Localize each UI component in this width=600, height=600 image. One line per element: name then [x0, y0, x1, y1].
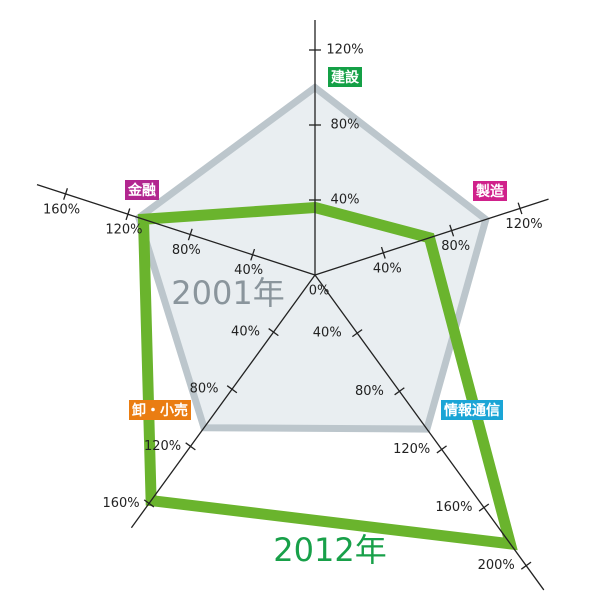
tick-label: 80% — [355, 384, 384, 399]
category-label: 情報通信 — [444, 402, 500, 419]
category-box — [125, 180, 159, 200]
axis-line — [130, 274, 316, 529]
tick-label: 120% — [505, 217, 542, 232]
tick-mark — [63, 188, 69, 200]
tick-mark — [351, 329, 363, 338]
tick-label: 160% — [435, 500, 472, 515]
tick-mark — [380, 246, 386, 259]
tick-mark — [436, 445, 447, 454]
tick-label: 120% — [105, 223, 142, 238]
axis-line — [314, 274, 545, 591]
tick-mark — [185, 442, 196, 451]
category-label: 製造 — [475, 183, 504, 200]
tick-label: 80% — [190, 382, 219, 397]
series-polygon — [137, 201, 518, 551]
tick-label: 40% — [331, 193, 360, 208]
tick-label: 120% — [393, 442, 430, 457]
category-label: 建設 — [331, 69, 360, 86]
tick-mark — [250, 248, 256, 261]
tick-mark — [520, 561, 532, 570]
tick-mark — [226, 385, 238, 394]
series-label: 2001年 — [171, 274, 284, 312]
axis-line — [36, 184, 316, 276]
category-box — [129, 400, 191, 420]
tick-label: 120% — [144, 439, 181, 454]
tick-label: 40% — [231, 325, 260, 340]
tick-label: 80% — [441, 239, 470, 254]
category-box — [328, 67, 362, 87]
tick-mark — [125, 208, 131, 221]
tick-label: 40% — [313, 326, 342, 341]
category-label: 卸・小売 — [132, 402, 188, 419]
tick-mark — [449, 224, 455, 237]
category-box — [473, 181, 507, 201]
axis-line — [314, 198, 549, 276]
tick-mark — [187, 228, 193, 241]
category-box — [441, 400, 503, 420]
tick-label: 80% — [172, 243, 201, 258]
tick-label: 120% — [326, 43, 363, 58]
tick-mark — [143, 499, 155, 508]
tick-mark — [394, 387, 405, 396]
tick-label: 40% — [234, 263, 263, 278]
tick-label: 80% — [331, 118, 360, 133]
tick-label: 160% — [102, 496, 139, 511]
tick-mark — [478, 503, 490, 512]
tick-label: 200% — [478, 558, 515, 573]
tick-mark — [517, 202, 523, 215]
tick-label: 160% — [43, 202, 80, 217]
category-label: 金融 — [127, 182, 156, 199]
tick-label: 40% — [373, 261, 402, 276]
tick-mark — [268, 328, 279, 337]
series-polygon — [134, 83, 490, 433]
series-label: 2012年 — [273, 531, 386, 569]
